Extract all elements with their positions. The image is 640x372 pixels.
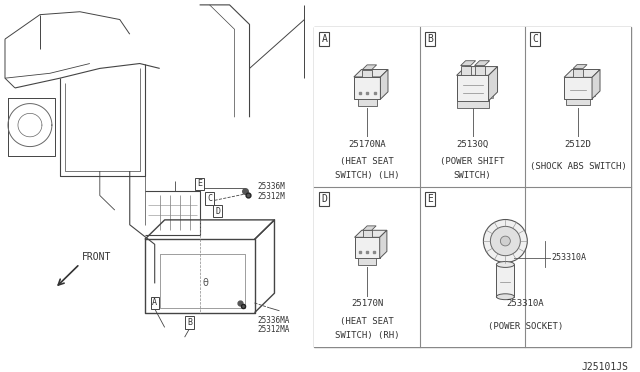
Bar <box>497 264 515 297</box>
Polygon shape <box>354 70 388 77</box>
Polygon shape <box>355 230 387 237</box>
Text: 25130Q: 25130Q <box>456 140 489 148</box>
Bar <box>355 243 358 253</box>
Text: J25101JS: J25101JS <box>582 362 628 372</box>
Bar <box>456 76 488 101</box>
Polygon shape <box>363 226 376 230</box>
Text: 2512D: 2512D <box>564 140 591 148</box>
Text: 253310A: 253310A <box>506 299 544 308</box>
Text: 25336MA: 25336MA <box>257 316 290 325</box>
Bar <box>358 259 376 264</box>
Bar <box>362 70 372 77</box>
Bar <box>420 28 525 187</box>
Text: 25336M: 25336M <box>257 182 285 191</box>
Bar <box>564 77 592 99</box>
Text: 25170N: 25170N <box>351 299 383 308</box>
Text: SWITCH): SWITCH) <box>454 171 492 180</box>
Bar <box>0 0 309 363</box>
Bar <box>461 65 470 76</box>
Bar <box>420 187 631 347</box>
Bar <box>573 68 583 77</box>
Bar <box>363 230 372 237</box>
Bar <box>380 83 384 94</box>
Polygon shape <box>380 230 387 259</box>
Bar <box>314 187 420 347</box>
Polygon shape <box>456 67 497 76</box>
Bar <box>564 80 567 96</box>
Bar <box>456 101 488 108</box>
Text: SWITCH) (RH): SWITCH) (RH) <box>335 331 399 340</box>
Text: 25312M: 25312M <box>257 192 285 201</box>
Text: (HEAT SEAT: (HEAT SEAT <box>340 157 394 166</box>
Polygon shape <box>564 70 600 77</box>
Polygon shape <box>380 70 388 99</box>
Polygon shape <box>592 70 600 99</box>
Text: (SHOCK ABS SWITCH): (SHOCK ABS SWITCH) <box>530 162 627 171</box>
Text: D: D <box>321 194 327 204</box>
Bar <box>380 243 383 253</box>
Text: B: B <box>187 318 192 327</box>
Text: A: A <box>152 298 157 307</box>
Bar <box>456 78 461 98</box>
Circle shape <box>483 219 527 263</box>
Text: θ: θ <box>203 278 209 288</box>
Bar <box>525 28 631 187</box>
Text: D: D <box>215 206 220 216</box>
Ellipse shape <box>497 294 515 300</box>
Bar <box>592 80 595 96</box>
Bar <box>566 99 590 105</box>
Text: SWITCH) (LH): SWITCH) (LH) <box>335 171 399 180</box>
Circle shape <box>490 227 520 256</box>
Bar <box>355 237 380 259</box>
Polygon shape <box>475 61 490 65</box>
Bar <box>354 77 380 99</box>
Bar <box>358 99 376 106</box>
Polygon shape <box>488 67 497 101</box>
Text: FRONT: FRONT <box>82 252 111 262</box>
Bar <box>488 78 493 98</box>
Text: B: B <box>427 34 433 44</box>
Bar <box>354 83 358 94</box>
Bar <box>314 28 631 347</box>
Text: E: E <box>427 194 433 204</box>
Text: A: A <box>321 34 327 44</box>
Polygon shape <box>573 65 587 68</box>
Text: E: E <box>197 179 202 188</box>
Text: (POWER SHIFT: (POWER SHIFT <box>440 157 505 166</box>
Text: (HEAT SEAT: (HEAT SEAT <box>340 317 394 326</box>
Circle shape <box>500 236 510 246</box>
Bar <box>314 28 420 187</box>
Text: C: C <box>532 34 538 44</box>
Text: 25170NA: 25170NA <box>348 140 386 148</box>
Text: 253310A: 253310A <box>551 253 586 262</box>
Text: C: C <box>207 194 212 203</box>
Ellipse shape <box>497 262 515 267</box>
Bar <box>475 65 484 76</box>
Polygon shape <box>362 65 376 70</box>
Polygon shape <box>461 61 476 65</box>
Text: 25312MA: 25312MA <box>257 326 290 334</box>
Text: (POWER SOCKET): (POWER SOCKET) <box>488 322 563 331</box>
